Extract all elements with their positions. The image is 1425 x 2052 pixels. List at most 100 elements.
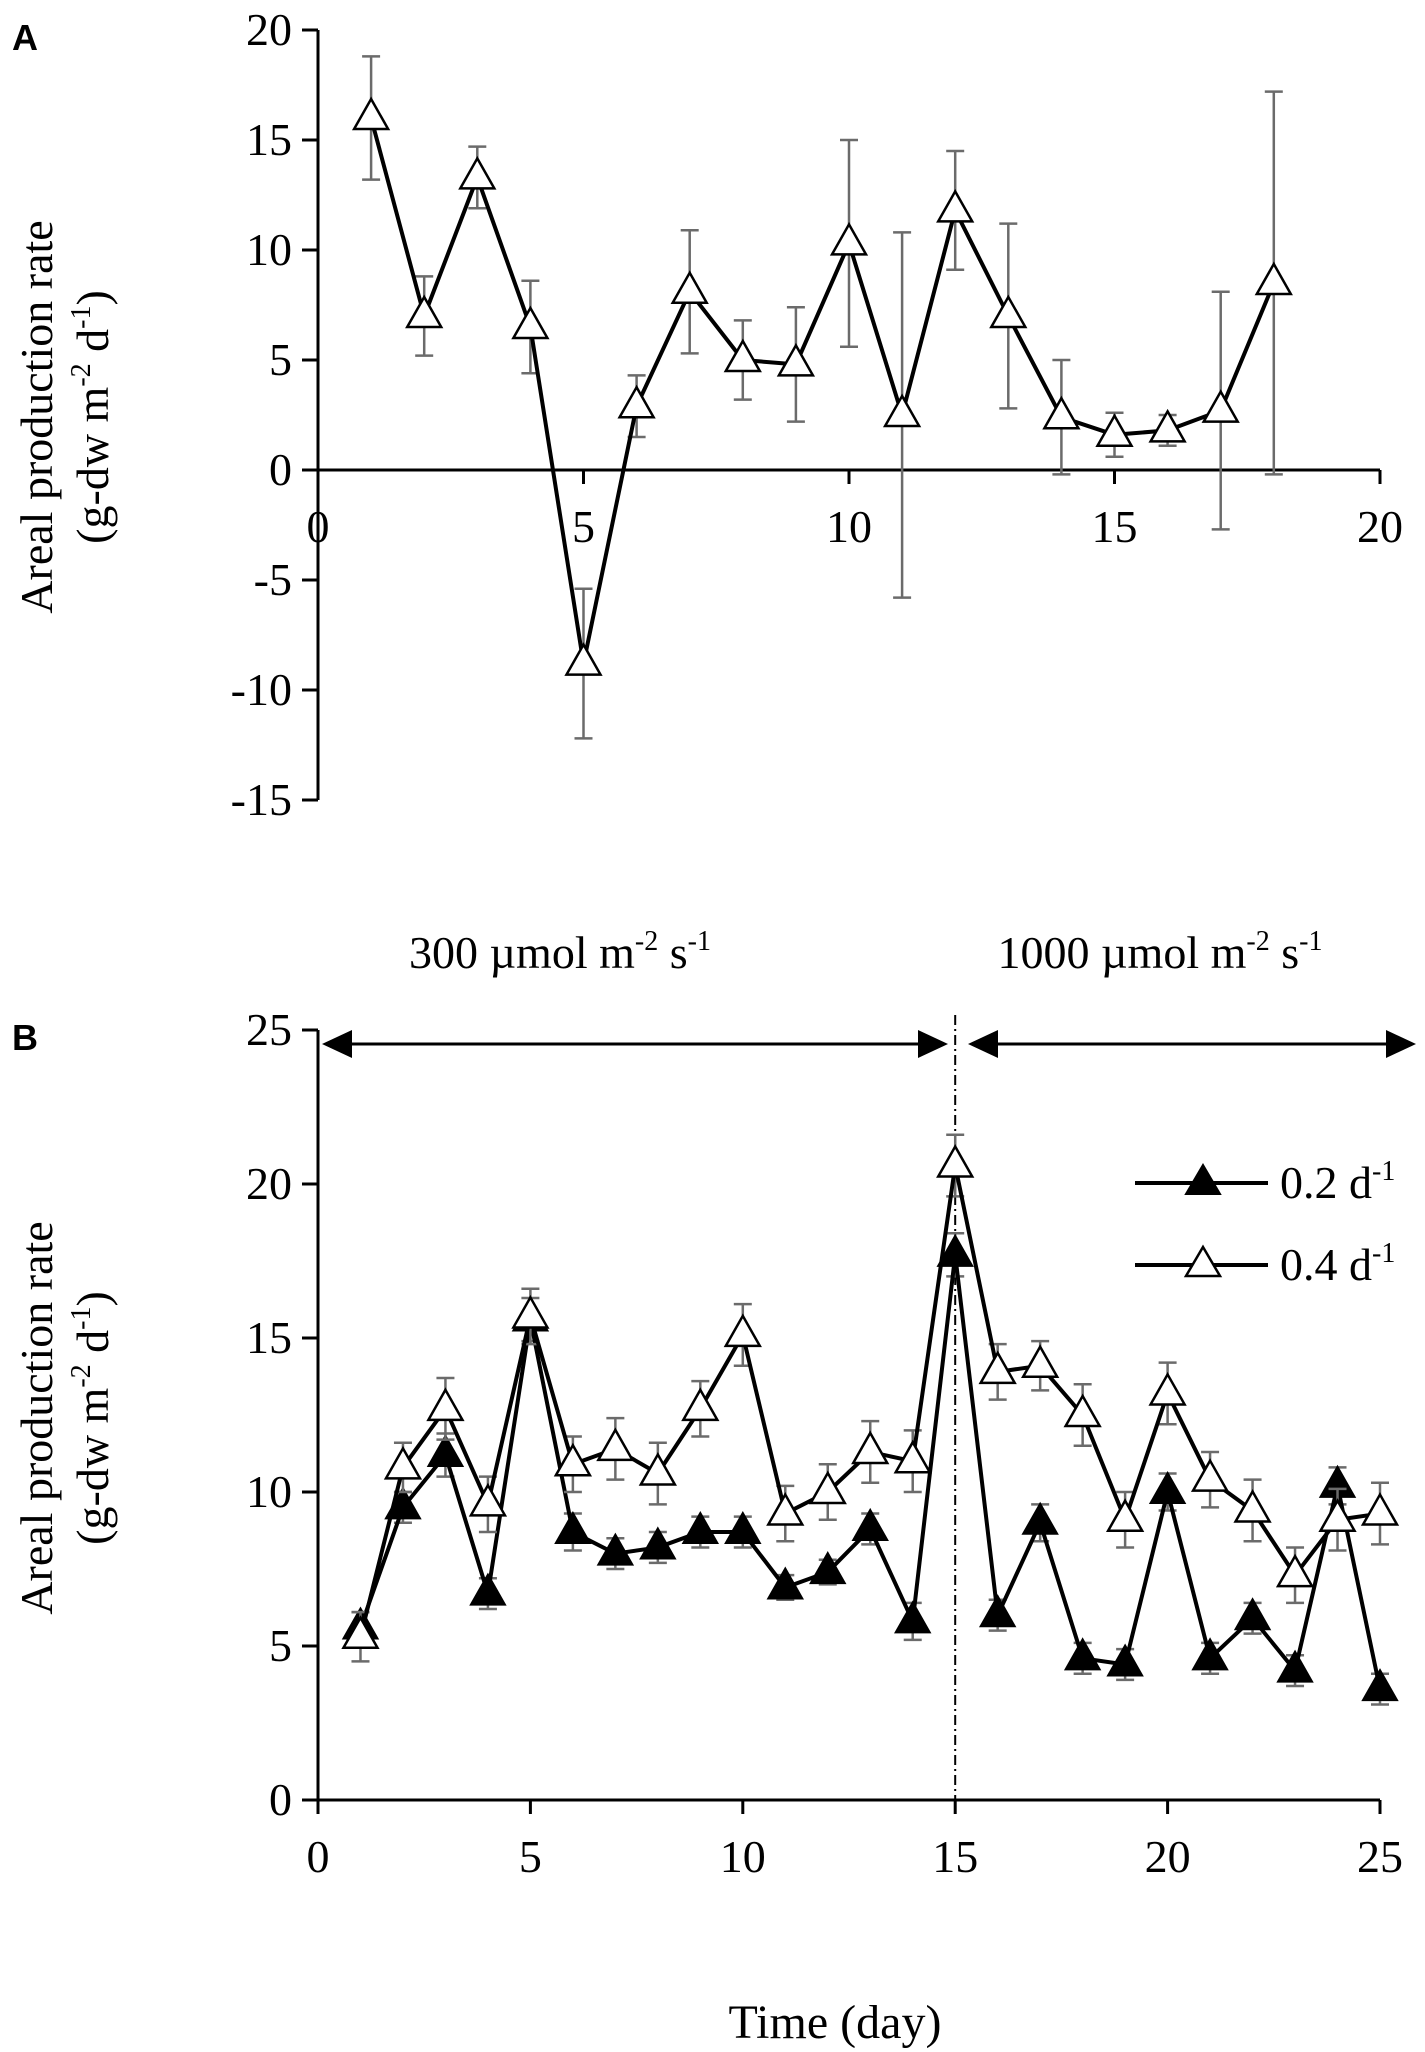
data-point	[426, 1434, 465, 1468]
chart-b-xtick-label: 15	[932, 1831, 978, 1882]
data-point	[1105, 1498, 1145, 1532]
data-point	[808, 1470, 847, 1505]
data-point	[351, 96, 391, 131]
data-point	[766, 1492, 805, 1526]
panel-b-label: B	[12, 1017, 38, 1058]
data-point	[978, 1350, 1017, 1385]
chart-b-ytick-label: 10	[246, 1466, 292, 1517]
data-point	[851, 1430, 890, 1465]
data-point	[1318, 1498, 1357, 1532]
data-point	[1042, 395, 1081, 430]
data-point	[766, 1566, 804, 1600]
data-point	[553, 1442, 593, 1477]
data-point	[1063, 1637, 1102, 1671]
panel-a-label: A	[12, 17, 38, 58]
data-point	[809, 1551, 847, 1585]
data-point	[617, 384, 656, 419]
chart-b-ytick-label: 5	[269, 1620, 292, 1671]
data-point	[1275, 1553, 1315, 1588]
chart-a-ytick-label: 5	[269, 334, 292, 385]
chart-a-ytick-label: 0	[269, 444, 292, 495]
data-point	[1106, 1643, 1144, 1677]
chart-a-ytick-label: -15	[231, 774, 292, 825]
chart-a-ylabel-line1: Areal production rate	[11, 220, 62, 613]
data-point	[882, 393, 922, 428]
chart-b-xtick-label: 5	[519, 1831, 542, 1882]
legend: 0.2 d-1 0.4 d-1	[1135, 1156, 1395, 1290]
chart-a-xtick-label: 20	[1357, 501, 1403, 552]
data-point	[670, 270, 709, 305]
data-point	[554, 1511, 592, 1545]
data-point	[426, 1387, 465, 1422]
data-point	[1095, 413, 1134, 448]
data-point	[458, 155, 497, 190]
chart-a-ytick-label: 15	[246, 114, 292, 165]
chart-a-ytick-label: 10	[246, 224, 292, 275]
data-point	[851, 1507, 889, 1541]
data-point	[681, 1511, 720, 1545]
data-point	[1201, 389, 1240, 423]
data-point	[1021, 1344, 1060, 1378]
data-point	[936, 188, 975, 223]
chart-a-ytick-label: -5	[254, 554, 292, 605]
chart-b-xtick-label: 20	[1145, 1831, 1191, 1882]
data-point	[596, 1532, 635, 1566]
legend-label-0.4: 0.4 d-1	[1280, 1238, 1395, 1290]
data-point	[723, 338, 762, 373]
chart-a-xtick-label: 10	[826, 501, 872, 552]
data-point	[1361, 1668, 1399, 1702]
data-point	[776, 342, 816, 377]
data-point	[341, 1615, 380, 1650]
arrow-300	[322, 1030, 948, 1058]
x-axis-title: Time (day)	[729, 1996, 942, 2049]
data-point	[829, 221, 869, 256]
data-point	[1276, 1649, 1314, 1683]
data-point	[1148, 1371, 1187, 1406]
data-point	[936, 1233, 974, 1267]
data-point	[383, 1445, 423, 1480]
chart-b-ylabel-line1: Areal production rate	[11, 1221, 62, 1614]
chart-a-xtick-label: 15	[1092, 501, 1138, 552]
data-point	[723, 1313, 762, 1348]
chart-panel-a: Areal production rate (g-dw m-2 d-1) -15…	[11, 4, 1403, 825]
data-point	[1233, 1488, 1272, 1523]
chart-b-ytick-label: 25	[246, 1004, 292, 1055]
legend-item-0.2: 0.2 d-1	[1135, 1156, 1395, 1208]
chart-b-series-0	[341, 1232, 1399, 1706]
chart-b-xtick-label: 10	[720, 1831, 766, 1882]
annotation-300: 300 µmol m-2 s-1	[409, 926, 711, 978]
data-point	[936, 1143, 975, 1178]
chart-b-ytick-label: 0	[269, 1774, 292, 1825]
chart-a-ytick-label: -10	[231, 664, 292, 715]
data-point	[978, 1594, 1017, 1628]
data-point	[511, 305, 550, 340]
chart-b-xtick-label: 0	[307, 1831, 330, 1882]
data-point	[469, 1572, 507, 1606]
data-point	[511, 1294, 550, 1329]
data-point	[894, 1600, 932, 1634]
data-point	[468, 1482, 508, 1517]
chart-a-ylabel-line2: (g-dw m-2 d-1)	[66, 290, 118, 544]
data-point	[1190, 1458, 1230, 1492]
data-point	[564, 642, 603, 676]
data-point	[1191, 1637, 1229, 1671]
data-point	[639, 1526, 677, 1560]
annotation-1000: 1000 µmol m-2 s-1	[998, 926, 1323, 978]
data-point	[681, 1387, 720, 1422]
legend-item-0.4: 0.4 d-1	[1135, 1238, 1395, 1290]
chart-a-xtick-label: 0	[307, 501, 330, 552]
data-point	[1148, 1470, 1187, 1504]
data-point	[1148, 408, 1187, 443]
chart-b-ytick-label: 20	[246, 1158, 292, 1209]
arrow-1000	[968, 1030, 1416, 1058]
series-line	[369, 117, 1276, 666]
chart-b-ylabel-line2: (g-dw m-2 d-1)	[66, 1291, 118, 1545]
data-point	[989, 294, 1028, 329]
chart-panel-b: Areal production rate (g-dw m-2 d-1) 300…	[11, 926, 1416, 1882]
chart-b-xtick-label: 25	[1357, 1831, 1403, 1882]
legend-label-0.2: 0.2 d-1	[1280, 1156, 1395, 1208]
data-point	[1254, 261, 1293, 296]
data-point	[724, 1511, 762, 1545]
series-line	[358, 1163, 1381, 1638]
